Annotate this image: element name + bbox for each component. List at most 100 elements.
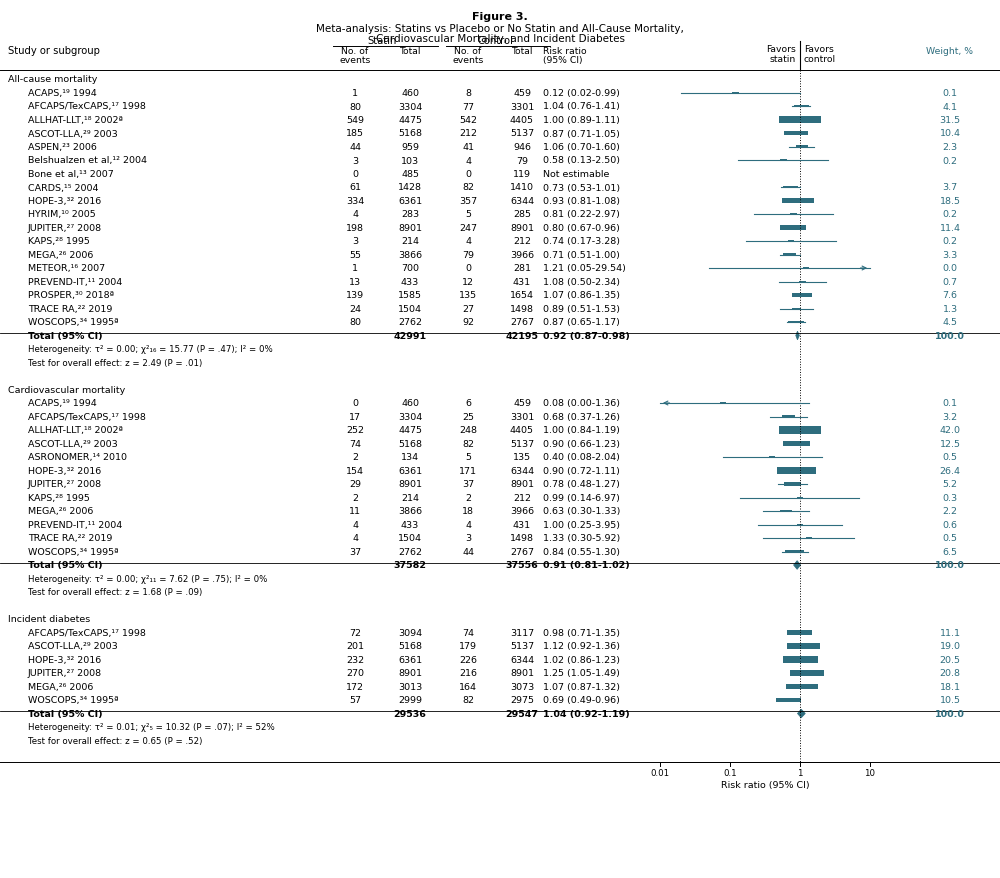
Text: All-cause mortality: All-cause mortality — [8, 76, 97, 84]
Text: 0.0: 0.0 — [942, 264, 958, 273]
Text: 13: 13 — [349, 277, 361, 287]
Text: 1.12 (0.92-1.36): 1.12 (0.92-1.36) — [543, 642, 620, 651]
Text: ASCOT-LLA,²⁹ 2003: ASCOT-LLA,²⁹ 2003 — [28, 642, 118, 651]
Text: 959: 959 — [401, 143, 419, 152]
Text: Total: Total — [399, 47, 421, 56]
Text: 1.33 (0.30-5.92): 1.33 (0.30-5.92) — [543, 534, 620, 543]
Text: 0.90 (0.72-1.11): 0.90 (0.72-1.11) — [543, 466, 620, 476]
Text: 0.71 (0.51-1.00): 0.71 (0.51-1.00) — [543, 251, 620, 260]
Text: 57: 57 — [349, 695, 361, 705]
Text: 0.98 (0.71-1.35): 0.98 (0.71-1.35) — [543, 629, 620, 637]
Text: 1: 1 — [352, 264, 358, 273]
Text: Cardiovascular Mortality, and Incident Diabetes: Cardiovascular Mortality, and Incident D… — [376, 34, 624, 44]
Text: 3966: 3966 — [510, 507, 534, 516]
Polygon shape — [797, 709, 805, 718]
Text: 26.4: 26.4 — [940, 466, 960, 476]
Text: WOSCOPS,³⁴ 1995ª: WOSCOPS,³⁴ 1995ª — [28, 547, 119, 557]
Text: 285: 285 — [513, 210, 531, 220]
Text: 485: 485 — [401, 169, 419, 179]
Text: 0.2: 0.2 — [942, 156, 958, 165]
Text: 3301: 3301 — [510, 103, 534, 112]
Text: 29536: 29536 — [394, 709, 426, 718]
Text: 1: 1 — [797, 768, 803, 777]
Text: 10.5: 10.5 — [940, 695, 960, 705]
Text: 5168: 5168 — [398, 642, 422, 651]
Text: 0.1: 0.1 — [942, 399, 958, 408]
Text: ASPEN,²³ 2006: ASPEN,²³ 2006 — [28, 143, 97, 152]
Text: JUPITER,²⁷ 2008: JUPITER,²⁷ 2008 — [28, 669, 102, 678]
Text: 1.04 (0.92-1.19): 1.04 (0.92-1.19) — [543, 709, 630, 718]
Text: Incident diabetes: Incident diabetes — [8, 615, 90, 623]
Text: 0.81 (0.22-2.97): 0.81 (0.22-2.97) — [543, 210, 620, 220]
Text: 0: 0 — [352, 399, 358, 408]
Bar — [792, 308, 801, 310]
Text: Risk ratio (95% CI): Risk ratio (95% CI) — [721, 781, 809, 789]
Text: 6344: 6344 — [510, 197, 534, 205]
Text: 2767: 2767 — [510, 318, 534, 327]
Text: Test for overall effect: z = 2.49 (P = .01): Test for overall effect: z = 2.49 (P = .… — [28, 358, 202, 368]
Bar — [783, 657, 818, 663]
Text: Favors: Favors — [804, 45, 834, 54]
Text: 1.25 (1.05-1.49): 1.25 (1.05-1.49) — [543, 669, 620, 678]
Text: 1.00 (0.25-3.95): 1.00 (0.25-3.95) — [543, 521, 620, 529]
Text: 3094: 3094 — [398, 629, 422, 637]
Bar — [806, 538, 812, 539]
Text: 5137: 5137 — [510, 440, 534, 449]
Text: 0: 0 — [352, 169, 358, 179]
Text: Cardiovascular mortality: Cardiovascular mortality — [8, 385, 125, 394]
Text: 1498: 1498 — [510, 305, 534, 313]
Text: 11: 11 — [349, 507, 361, 516]
Text: 3866: 3866 — [398, 251, 422, 260]
Text: 226: 226 — [459, 655, 477, 665]
Text: 10.4: 10.4 — [940, 129, 960, 139]
Bar — [779, 427, 821, 435]
Text: 1.00 (0.89-1.11): 1.00 (0.89-1.11) — [543, 116, 620, 125]
Text: 4405: 4405 — [510, 426, 534, 435]
Text: 542: 542 — [459, 116, 477, 125]
Text: 1585: 1585 — [398, 291, 422, 300]
Text: 1.02 (0.86-1.23): 1.02 (0.86-1.23) — [543, 655, 620, 665]
Text: 433: 433 — [401, 277, 419, 287]
Text: 4405: 4405 — [510, 116, 534, 125]
Text: 6361: 6361 — [398, 197, 422, 205]
Text: 3117: 3117 — [510, 629, 534, 637]
Text: 214: 214 — [401, 237, 419, 246]
Text: 247: 247 — [459, 224, 477, 233]
Bar — [784, 132, 808, 136]
Text: AFCAPS/TexCAPS,¹⁷ 1998: AFCAPS/TexCAPS,¹⁷ 1998 — [28, 629, 146, 637]
Text: Study or subgroup: Study or subgroup — [8, 46, 100, 56]
Text: 0.87 (0.65-1.17): 0.87 (0.65-1.17) — [543, 318, 620, 327]
Text: 1.04 (0.76-1.41): 1.04 (0.76-1.41) — [543, 103, 620, 112]
Text: 135: 135 — [459, 291, 477, 300]
Text: 44: 44 — [462, 547, 474, 557]
Text: 549: 549 — [346, 116, 364, 125]
Text: 12: 12 — [462, 277, 474, 287]
Bar — [777, 467, 816, 474]
Text: 100.0: 100.0 — [935, 709, 965, 718]
Text: Heterogeneity: τ² = 0.00; χ²₁₁ = 7.62 (P = .75); I² = 0%: Heterogeneity: τ² = 0.00; χ²₁₁ = 7.62 (P… — [28, 574, 267, 583]
Text: 1504: 1504 — [398, 305, 422, 313]
Bar — [784, 483, 801, 486]
Text: 212: 212 — [459, 129, 477, 139]
Text: 946: 946 — [513, 143, 531, 152]
Text: ASCOT-LLA,²⁹ 2003: ASCOT-LLA,²⁹ 2003 — [28, 129, 118, 139]
Text: 3304: 3304 — [398, 413, 422, 421]
Text: 79: 79 — [462, 251, 474, 260]
Text: 37556: 37556 — [506, 561, 538, 570]
Text: 61: 61 — [349, 184, 361, 192]
Text: 0.5: 0.5 — [942, 453, 958, 462]
Text: 8901: 8901 — [510, 224, 534, 233]
Text: No. of: No. of — [341, 47, 369, 56]
Text: 0.12 (0.02-0.99): 0.12 (0.02-0.99) — [543, 89, 620, 97]
Text: HOPE-3,³² 2016: HOPE-3,³² 2016 — [28, 466, 101, 476]
Text: 79: 79 — [516, 156, 528, 165]
Text: JUPITER,²⁷ 2008: JUPITER,²⁷ 2008 — [28, 224, 102, 233]
Text: 8: 8 — [465, 89, 471, 97]
Text: 232: 232 — [346, 655, 364, 665]
Text: 201: 201 — [346, 642, 364, 651]
Text: 77: 77 — [462, 103, 474, 112]
Text: 0: 0 — [465, 264, 471, 273]
Text: 3966: 3966 — [510, 251, 534, 260]
Text: 0.2: 0.2 — [942, 210, 958, 220]
Text: 27: 27 — [462, 305, 474, 313]
